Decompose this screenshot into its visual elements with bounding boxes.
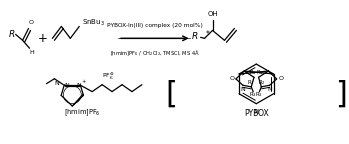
- Text: N: N: [55, 81, 59, 86]
- Text: OH: OH: [207, 11, 218, 17]
- Text: O: O: [278, 76, 283, 82]
- Text: N: N: [254, 109, 259, 115]
- Text: R$_2$: R$_2$: [258, 78, 266, 87]
- Text: N: N: [267, 87, 272, 92]
- Text: R: R: [191, 32, 198, 41]
- Text: [hmim]PF$_6$: [hmim]PF$_6$: [64, 107, 101, 118]
- Text: [hmim]PF$_6$ / CH$_2$Cl$_2$, TMSCl, MS 4Å: [hmim]PF$_6$ / CH$_2$Cl$_2$, TMSCl, MS 4…: [110, 48, 200, 58]
- Text: N: N: [64, 83, 69, 88]
- Text: N: N: [76, 83, 81, 88]
- Text: N: N: [240, 87, 245, 92]
- Text: R$_1$: R$_1$: [248, 68, 257, 77]
- Text: R$_2$: R$_2$: [247, 78, 254, 87]
- Text: H: H: [29, 50, 34, 55]
- Text: *: *: [206, 30, 209, 39]
- Text: R$_3$: R$_3$: [255, 90, 263, 99]
- Text: ]: ]: [335, 79, 347, 108]
- Text: +: +: [81, 79, 85, 84]
- Text: SnBu$_3$: SnBu$_3$: [82, 17, 105, 28]
- Text: R: R: [9, 30, 15, 39]
- Text: +: +: [38, 32, 47, 45]
- Text: O: O: [29, 20, 34, 25]
- Text: PYBOX: PYBOX: [244, 109, 269, 118]
- Text: PYBOX-In(III) complex (20 mol%): PYBOX-In(III) complex (20 mol%): [107, 23, 203, 28]
- Text: R$_3$: R$_3$: [249, 90, 257, 99]
- Text: [: [: [166, 79, 178, 108]
- Text: PF$_6^{\ominus}$: PF$_6^{\ominus}$: [102, 72, 115, 82]
- Text: O: O: [229, 76, 235, 82]
- Text: R$_1$: R$_1$: [256, 68, 264, 77]
